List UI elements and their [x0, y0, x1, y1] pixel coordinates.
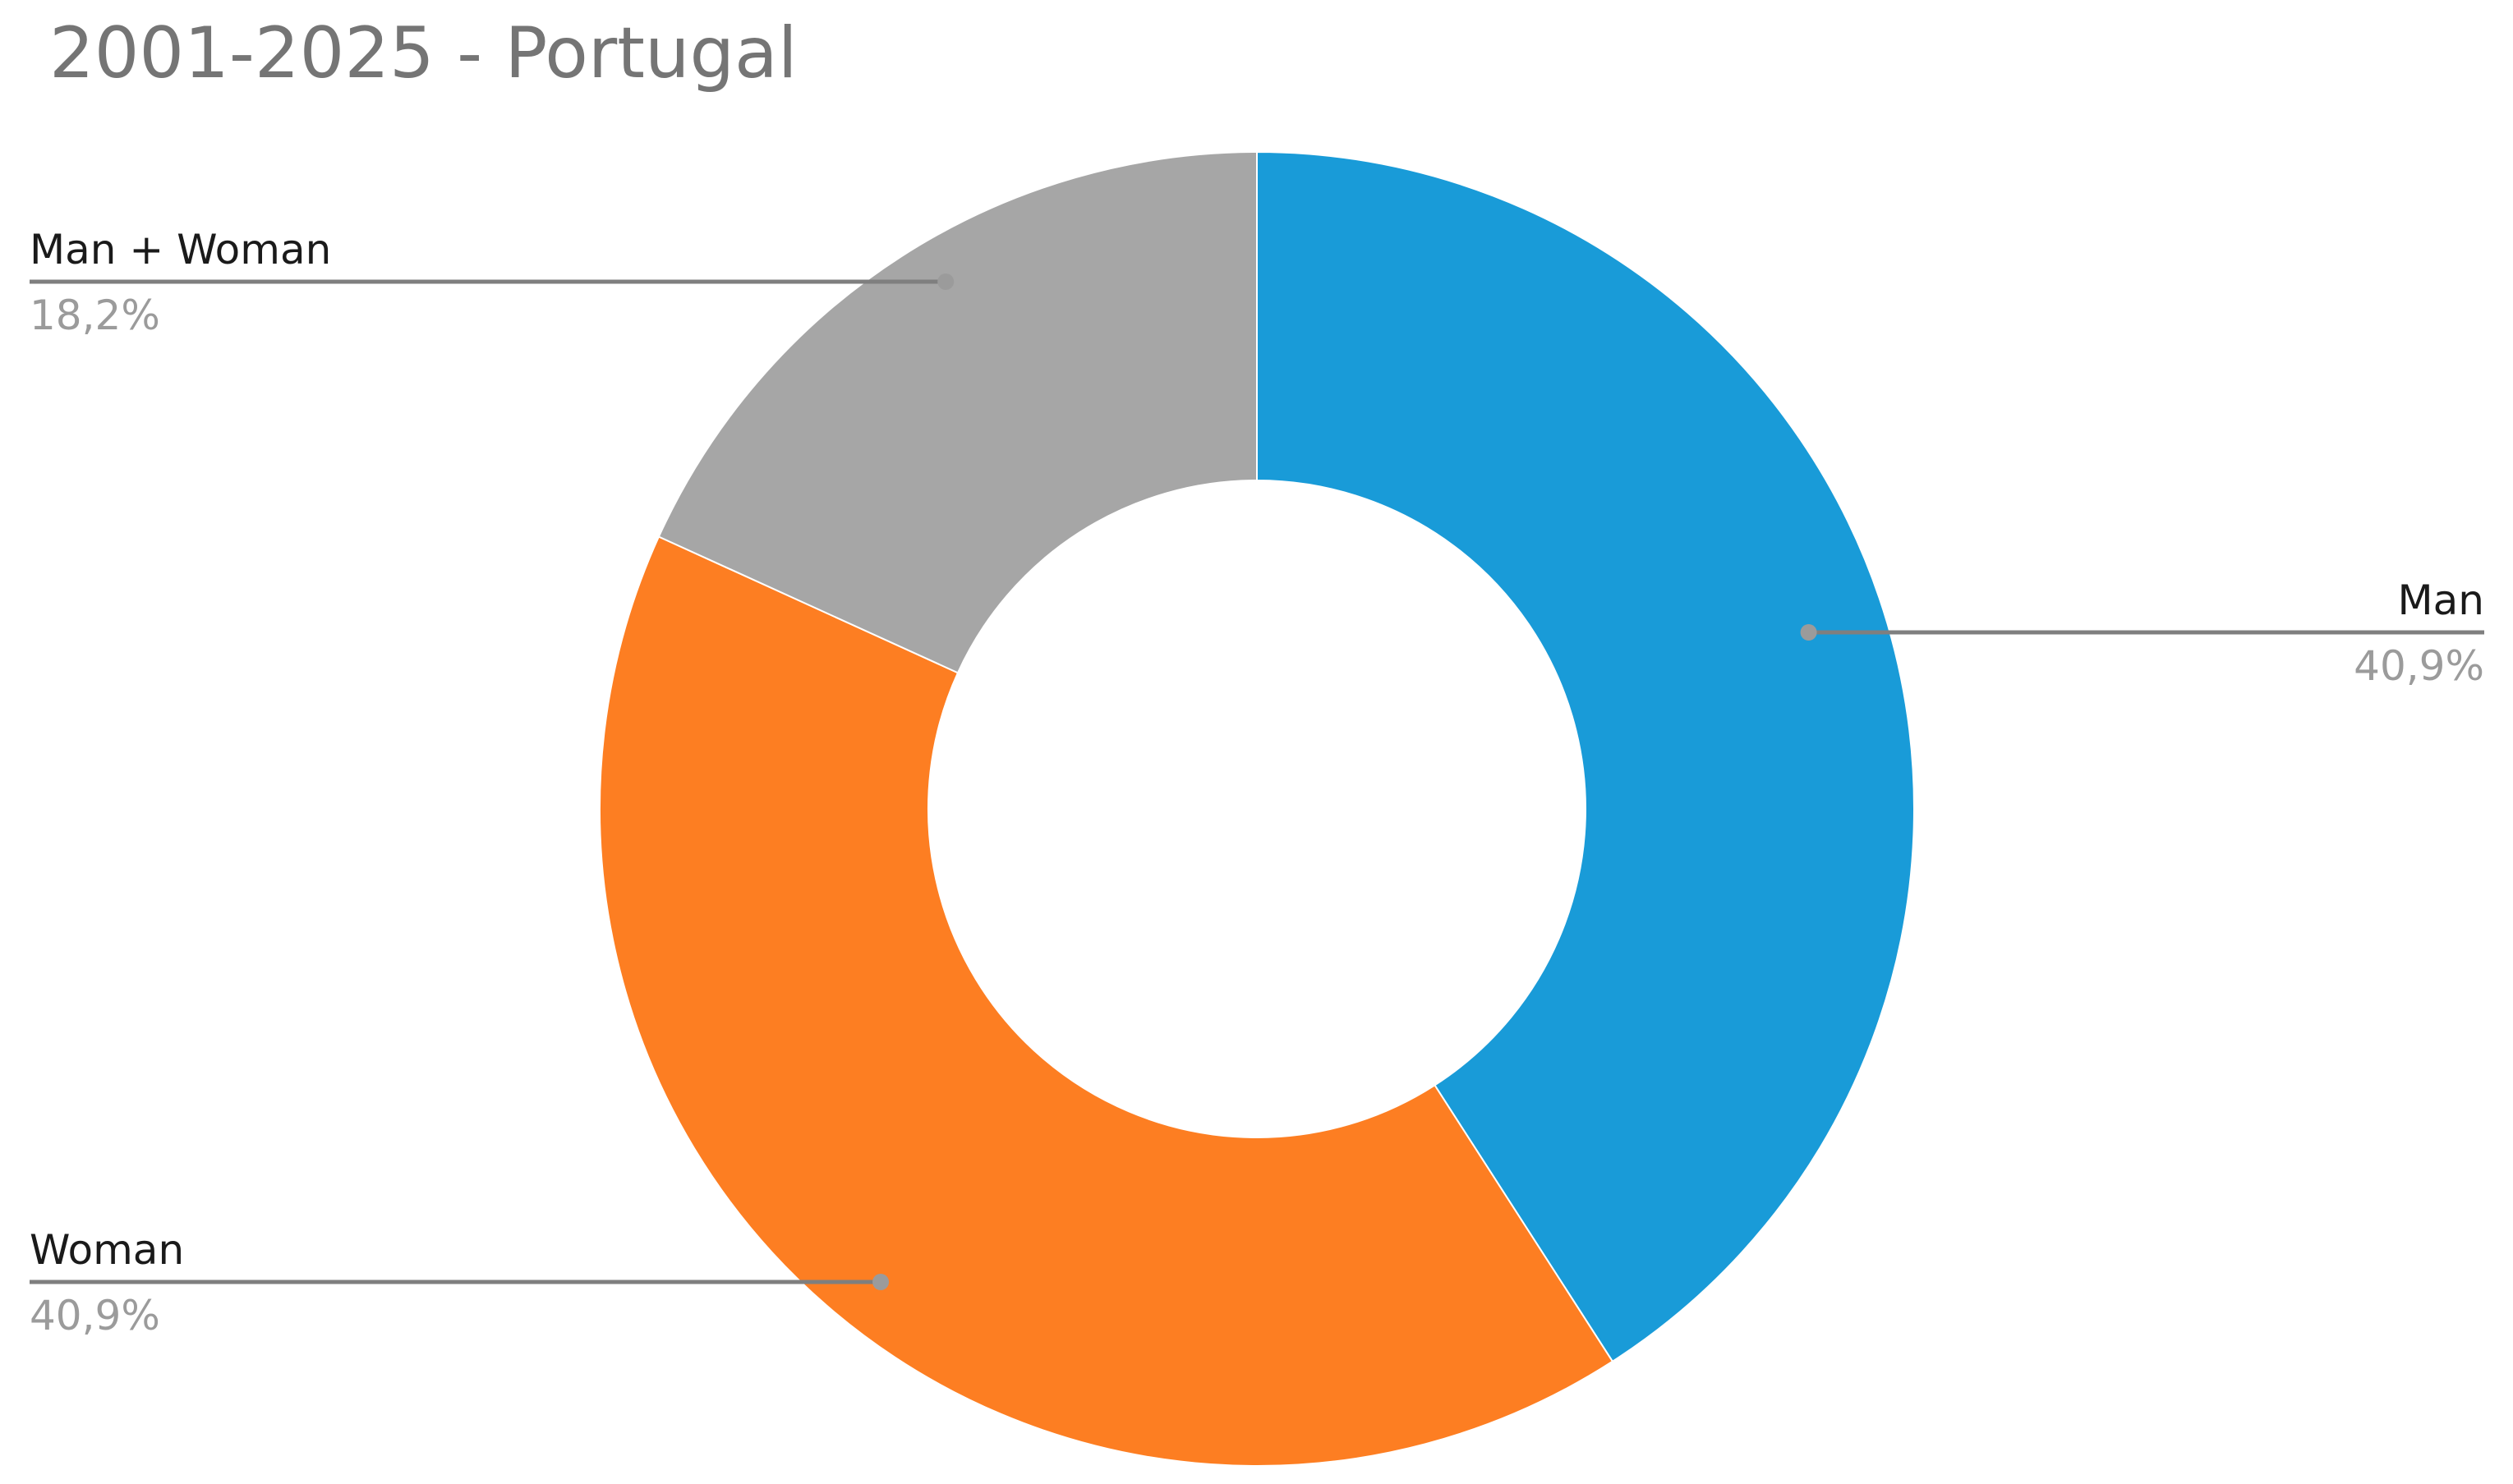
leader-dot-woman	[872, 1274, 890, 1290]
slice-label-woman: Woman	[30, 1226, 184, 1274]
slice-label-man: Man	[2398, 577, 2484, 624]
slice-man	[1256, 150, 1915, 1363]
slice-value-man-woman: 18,2%	[30, 292, 160, 339]
slice-man-woman	[657, 150, 1258, 674]
chart-title: 2001-2025 - Portugal	[49, 12, 798, 94]
slice-woman	[599, 535, 1614, 1467]
donut-slices	[599, 150, 1915, 1467]
leader-dot-man	[1800, 624, 1817, 641]
slice-labels: Man 40,9% Woman 40,9% Man + Woman 18,2%	[30, 226, 2484, 1339]
slice-label-man-woman: Man + Woman	[30, 226, 331, 273]
leader-dot-man-woman	[937, 273, 955, 290]
slice-value-woman: 40,9%	[30, 1292, 160, 1339]
slice-value-man: 40,9%	[2354, 642, 2484, 690]
